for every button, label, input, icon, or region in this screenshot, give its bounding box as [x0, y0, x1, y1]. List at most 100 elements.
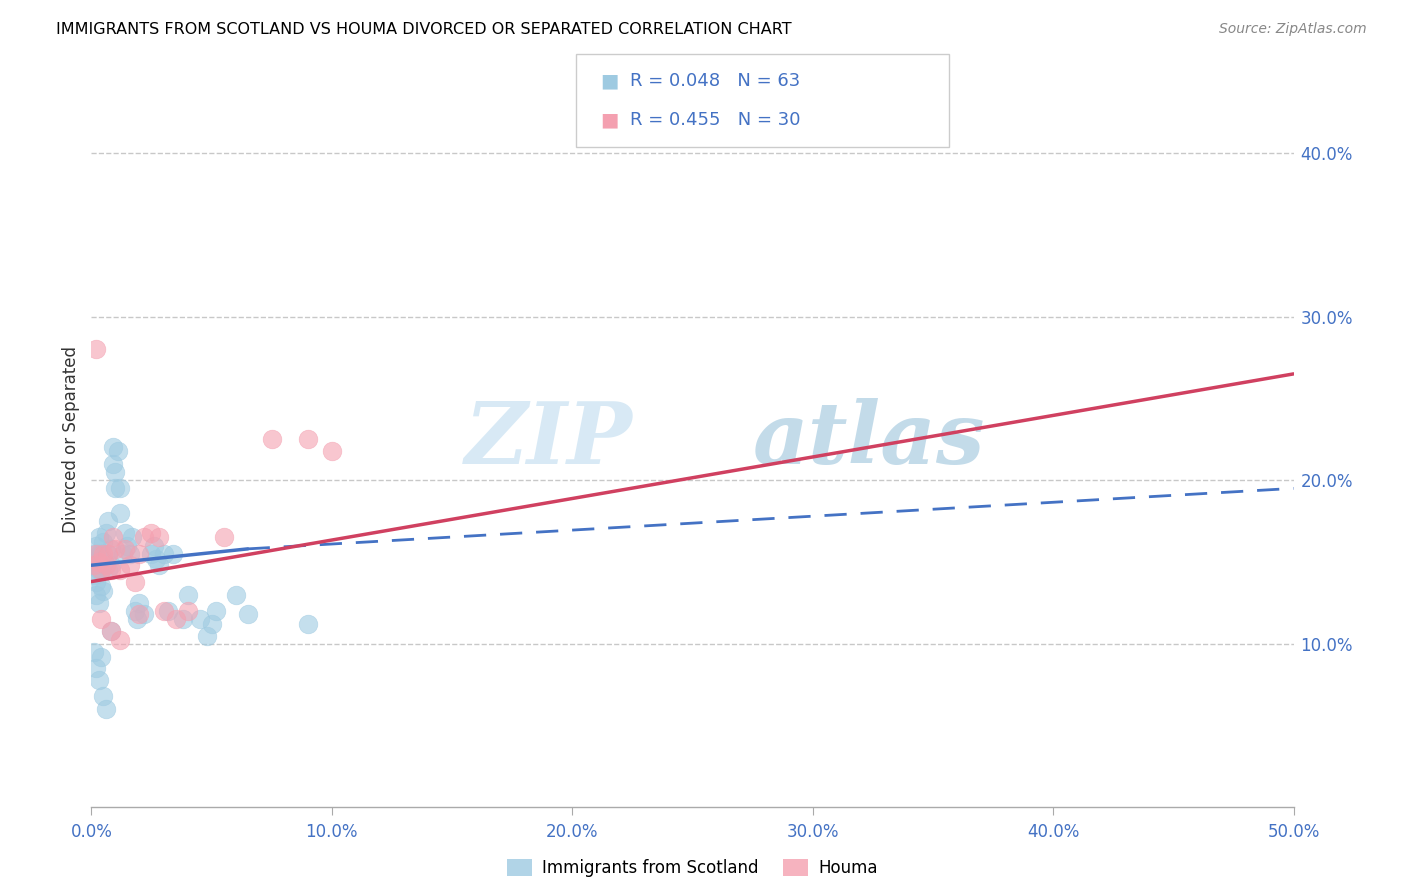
Point	[90, 547, 112, 561]
Point	[172, 612, 194, 626]
Point	[125, 612, 148, 626]
Point	[94, 558, 117, 573]
Point	[84, 547, 107, 561]
Text: IMMIGRANTS FROM SCOTLAND VS HOUMA DIVORCED OR SEPARATED CORRELATION CHART: IMMIGRANTS FROM SCOTLAND VS HOUMA DIVORC…	[56, 22, 792, 37]
Point	[145, 551, 167, 566]
Point	[100, 563, 122, 577]
Point	[90, 580, 112, 594]
Point	[90, 612, 112, 626]
Point	[110, 633, 132, 648]
Text: ■: ■	[600, 111, 619, 129]
Point	[128, 596, 150, 610]
Point	[101, 530, 124, 544]
Point	[128, 547, 150, 561]
Point	[114, 541, 136, 556]
Point	[84, 555, 107, 569]
Point	[83, 558, 105, 573]
Point	[87, 563, 110, 577]
Point	[97, 563, 120, 577]
Point	[117, 539, 139, 553]
Legend: Immigrants from Scotland, Houma: Immigrants from Scotland, Houma	[501, 852, 884, 884]
Point	[225, 588, 247, 602]
Point	[97, 547, 120, 561]
Point	[93, 547, 115, 561]
Point	[321, 443, 343, 458]
Point	[101, 457, 124, 471]
Point	[87, 530, 110, 544]
Point	[114, 525, 136, 540]
Point	[104, 482, 127, 496]
Point	[84, 539, 107, 553]
Text: R = 0.455   N = 30: R = 0.455 N = 30	[630, 111, 800, 128]
Point	[141, 547, 163, 561]
Text: ZIP: ZIP	[464, 398, 633, 481]
Point	[84, 343, 107, 357]
Point	[157, 604, 180, 618]
Point	[121, 530, 143, 544]
Point	[110, 506, 132, 520]
Point	[152, 604, 174, 618]
Point	[87, 673, 110, 687]
Point	[176, 588, 198, 602]
Point	[152, 547, 174, 561]
Point	[97, 514, 120, 528]
Point	[195, 628, 218, 642]
Point	[297, 433, 319, 447]
Point	[94, 702, 117, 716]
Point	[142, 539, 165, 553]
Point	[94, 558, 117, 573]
Point	[93, 535, 115, 549]
Point	[124, 574, 146, 589]
Point	[100, 624, 122, 638]
Point	[100, 558, 122, 573]
Point	[90, 563, 112, 577]
Point	[90, 563, 112, 577]
Point	[83, 645, 105, 659]
Point	[201, 617, 224, 632]
Point	[84, 661, 107, 675]
Point	[94, 525, 117, 540]
Point	[205, 604, 228, 618]
Text: Source: ZipAtlas.com: Source: ZipAtlas.com	[1219, 22, 1367, 37]
Point	[101, 441, 124, 455]
Point	[188, 612, 211, 626]
Y-axis label: Divorced or Separated: Divorced or Separated	[62, 346, 80, 533]
Point	[104, 541, 127, 556]
Point	[110, 563, 132, 577]
Point	[118, 547, 141, 561]
Point	[84, 574, 107, 589]
Text: R = 0.048   N = 63: R = 0.048 N = 63	[630, 72, 800, 90]
Point	[90, 649, 112, 664]
Point	[176, 604, 198, 618]
Text: atlas: atlas	[752, 398, 986, 481]
Point	[97, 547, 120, 561]
Point	[124, 604, 146, 618]
Point	[87, 596, 110, 610]
Point	[87, 555, 110, 569]
Point	[84, 588, 107, 602]
Point	[128, 607, 150, 622]
Point	[93, 551, 115, 566]
Text: ■: ■	[600, 71, 619, 90]
Point	[83, 568, 105, 582]
Point	[87, 547, 110, 561]
Point	[100, 624, 122, 638]
Point	[148, 558, 170, 573]
Point	[148, 530, 170, 544]
Point	[162, 547, 184, 561]
Point	[118, 558, 141, 573]
Point	[83, 547, 105, 561]
Point	[93, 689, 115, 703]
Point	[134, 530, 156, 544]
Point	[141, 525, 163, 540]
Point	[93, 584, 115, 599]
Point	[107, 443, 129, 458]
Point	[111, 547, 134, 561]
Point	[83, 558, 105, 573]
Point	[100, 541, 122, 556]
Point	[260, 433, 283, 447]
Point	[110, 482, 132, 496]
Point	[212, 530, 235, 544]
Point	[165, 612, 187, 626]
Point	[236, 607, 259, 622]
